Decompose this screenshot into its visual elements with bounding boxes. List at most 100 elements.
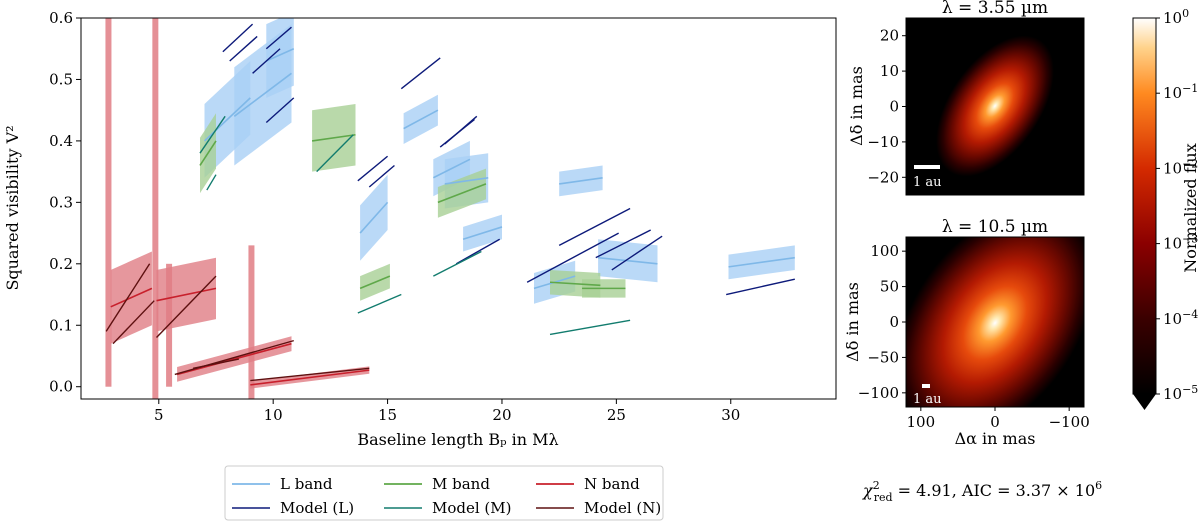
n-band-line-21: [250, 369, 370, 386]
y-tick-label-0: 0.0: [49, 378, 73, 396]
n-band-line-19: [156, 287, 217, 302]
image-y-tick-label-1: 50: [880, 278, 899, 296]
scale-bar-l-band: [914, 165, 940, 169]
image-ticks-l-band: 20 10 0 −10 −20: [867, 27, 906, 186]
legend-items: L band Model (L) M band Model (M) N band Mode…: [232, 475, 661, 517]
l-band-line-0: [203, 97, 251, 142]
x-tick-label-2: 15: [378, 406, 397, 424]
n-band-spike-3: [248, 245, 255, 399]
l-band-line-3: [359, 201, 389, 234]
main-plot-marks: [105, 18, 795, 399]
colorbar-tick-label-1: 10−1: [1163, 82, 1198, 102]
legend-label-l: L band: [280, 475, 333, 493]
n-band-line-20: [176, 342, 292, 376]
image-y-tick-label-2: 0: [889, 313, 899, 331]
l-band-line-6: [444, 176, 489, 185]
x-tick-label-0: 5: [154, 406, 164, 424]
x-tick-label-4: 25: [607, 406, 626, 424]
colorbar-label: Normalized flux: [1181, 143, 1200, 272]
m-band-line-14: [359, 275, 391, 290]
colorbar-tick-label-4: 10−4: [1163, 308, 1198, 328]
l-model-line-32: [455, 238, 501, 265]
l-band-line-2: [265, 47, 295, 62]
legend-label-m: M band: [432, 475, 490, 493]
l-model-line-22: [222, 23, 254, 53]
x-tick-label-3: 20: [492, 406, 511, 424]
n-model-line-45: [112, 300, 155, 345]
colorbar-tick-base: 10: [1163, 235, 1182, 253]
colorbar-tick-exponent: −1: [1182, 82, 1198, 95]
m-model-line-41: [357, 293, 402, 314]
y-tick-label-2: 0.2: [49, 255, 73, 273]
m-model-line-38: [199, 115, 226, 154]
emission-ellipse-n-band: [906, 237, 1084, 407]
x-tick-label-5: 30: [721, 406, 740, 424]
n-model-line-48: [192, 358, 240, 369]
m-band-line-12: [199, 140, 217, 166]
y-tick-label-6: 0.6: [49, 9, 73, 27]
colorbar-tick-label-3: 10−3: [1163, 233, 1198, 253]
scale-bar-n-band: [922, 384, 930, 388]
scale-bar-label-l-band: 1 au: [913, 175, 942, 190]
y-tick-label-5: 0.5: [49, 70, 73, 88]
l-model-line-27: [357, 155, 389, 182]
legend: L band Model (L) M band Model (M) N band Mode…: [224, 465, 664, 521]
image-y-tick-label-1: 10: [880, 62, 899, 80]
image-ticks-n-band: 100 50 0 −50 −100 100 0 −100: [858, 242, 1090, 431]
l-model-line-34: [558, 207, 631, 246]
m-model-line-40: [316, 134, 354, 173]
l-model-line-26: [265, 97, 295, 123]
l-band-line-4: [403, 109, 439, 130]
scale-bar-label-n-band: 1 au: [913, 392, 942, 407]
l-model-line-31: [444, 115, 478, 145]
image-x-tick-label-2: −100: [1049, 413, 1090, 431]
colorbar-tick-base: 10: [1163, 385, 1182, 403]
legend-label-m-model: Model (M): [432, 499, 512, 517]
l-model-line-36: [611, 235, 663, 271]
image-title-n-band: λ = 10.5 µm: [942, 217, 1048, 237]
legend-label-l-model: Model (L): [280, 499, 354, 517]
main-x-axis-label: Baseline length Bₚ in Mλ: [357, 430, 558, 449]
image-panel-n-band: λ = 10.5 µm 1 au 100 50 0 −50 −100 100 0 −100 Δ…: [843, 217, 1090, 448]
image-x-tick-label-0: 100: [907, 413, 936, 431]
y-tick-label-3: 0.3: [49, 193, 73, 211]
image-y-tick-label-2: 0: [889, 98, 899, 116]
l-model-line-33: [526, 232, 619, 283]
emission-ellipse-l-band: [936, 35, 1054, 177]
image-title-l-band: λ = 3.55 µm: [942, 0, 1048, 18]
m-band-line-16: [549, 281, 601, 287]
colorbar-tick-exponent: −2: [1182, 157, 1198, 170]
l-model-line-23: [229, 35, 258, 62]
l-model-line-28: [368, 164, 395, 188]
y-tick-label-1: 0.1: [49, 316, 73, 334]
image-y-tick-label-3: −10: [867, 133, 899, 151]
y-tick-label-4: 0.4: [49, 132, 73, 150]
colorbar-gradient: [1132, 17, 1157, 395]
colorbar-tick-exponent: 0: [1182, 7, 1189, 20]
image-x-tick-label-1: 0: [990, 413, 1000, 431]
l-band-uncertainty-2: [266, 18, 294, 98]
n-model-line-49: [250, 367, 370, 382]
l-band-line-9: [559, 176, 603, 185]
image-y-axis-label-n-band: Δδ in mas: [843, 282, 862, 362]
legend-frame: [224, 465, 664, 521]
l-model-line-35: [595, 229, 651, 259]
image-y-tick-label-0: 100: [870, 242, 899, 260]
main-plot-frame: [80, 17, 837, 400]
legend-label-n-model: Model (N): [584, 499, 661, 517]
colorbar-tick-exponent: −5: [1182, 383, 1198, 396]
colorbar-tick-base: 10: [1163, 159, 1182, 177]
main-plot: 5 10 15 20 25 30 0.0 0.1 0.2 0.3 0.4 0.5 0.6 Baselin…: [3, 9, 837, 449]
l-band-line-10: [597, 256, 658, 265]
m-model-line-43: [549, 319, 631, 336]
colorbar-tick-label-5: 10−5: [1163, 383, 1198, 403]
l-band-line-1: [233, 72, 292, 117]
chi2-superscript: 2: [873, 479, 880, 492]
main-plot-ticks: 5 10 15 20 25 30 0.0 0.1 0.2 0.3 0.4 0.5 0.6: [49, 9, 740, 424]
l-band-line-11: [728, 256, 795, 268]
colorbar-tick-base: 10: [1163, 84, 1182, 102]
colorbar-tick-base: 10: [1163, 9, 1182, 27]
